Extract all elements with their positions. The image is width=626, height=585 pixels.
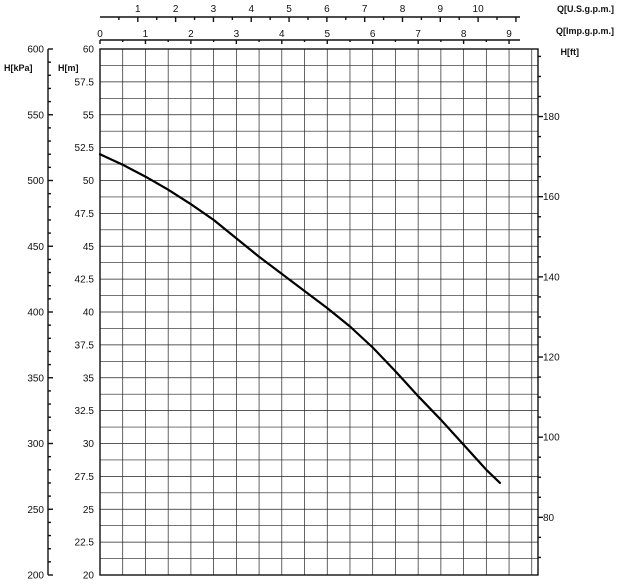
tick-label-h-m: 47.5	[75, 209, 95, 220]
tick-label-q-us: 5	[286, 4, 292, 15]
tick-label-h-kpa: 550	[27, 110, 44, 121]
axis-label-q-us: Q[U.S.g.p.m.]	[557, 4, 614, 14]
axis-label-h-kpa: H[kPa]	[4, 63, 33, 73]
tick-label-h-ft: 120	[543, 353, 560, 364]
tick-label-h-m: 25	[83, 505, 95, 516]
tick-label-q-us: 7	[362, 4, 368, 15]
tick-label-h-m: 32.5	[75, 406, 95, 417]
tick-label-h-m: 57.5	[75, 77, 95, 88]
tick-label-q-us: 2	[173, 4, 179, 15]
tick-label-q-us: 3	[211, 4, 217, 15]
tick-label-q-us: 9	[438, 4, 444, 15]
tick-label-h-m: 35	[83, 373, 95, 384]
tick-label-q-imp: 9	[506, 29, 512, 40]
tick-label-q-us: 6	[324, 4, 330, 15]
tick-label-h-kpa: 350	[27, 373, 44, 384]
plot-frame	[99, 48, 539, 576]
tick-label-h-kpa: 300	[27, 439, 44, 450]
axis-label-q-imp: Q[Imp.g.p.m.]	[556, 26, 614, 36]
tick-label-h-m: 52.5	[75, 143, 95, 154]
tick-label-q-imp: 3	[234, 29, 240, 40]
tick-label-h-kpa: 500	[27, 176, 44, 187]
tick-label-q-us: 4	[248, 4, 254, 15]
tick-label-q-us: 8	[400, 4, 406, 15]
tick-label-h-kpa: 200	[27, 571, 44, 582]
tick-label-q-imp: 8	[461, 29, 467, 40]
tick-label-h-ft: 160	[543, 192, 560, 203]
tick-label-h-m: 37.5	[75, 340, 95, 351]
tick-label-h-m: 20	[83, 571, 95, 582]
tick-label-h-m: 22.5	[75, 538, 95, 549]
tick-label-h-m: 55	[83, 110, 95, 121]
tick-label-h-m: 50	[83, 176, 95, 187]
axes: 1 2 3 4 5 6 7 8 9 100 1 2 3 4 5 6 7 8 92022.52527.53032.53…	[27, 4, 560, 582]
series	[98, 153, 502, 484]
tick-label-h-m: 42.5	[75, 275, 95, 286]
tick-label-h-kpa: 450	[27, 242, 44, 253]
axis-label-h-m: H[m]	[58, 63, 79, 73]
tick-label-h-kpa: 400	[27, 308, 44, 319]
tick-label-q-imp: 7	[415, 29, 421, 40]
tick-label-h-ft: 140	[543, 272, 560, 283]
tick-label-h-ft: 80	[543, 513, 555, 524]
tick-label-q-imp: 2	[188, 29, 194, 40]
tick-label-h-ft: 180	[543, 112, 560, 123]
tick-label-h-kpa: 250	[27, 505, 44, 516]
tick-label-q-imp: 6	[370, 29, 376, 40]
axis-label-h-ft: H[ft]	[561, 47, 580, 57]
axis-labels: Q[U.S.g.p.m.] Q[Imp.g.p.m.] H[ft] H[kPa]…	[4, 4, 614, 73]
tick-label-h-m: 30	[83, 439, 95, 450]
tick-label-q-us: 1	[135, 4, 141, 15]
tick-label-h-kpa: 600	[27, 45, 44, 56]
tick-label-q-imp: 5	[324, 29, 330, 40]
tick-label-q-imp: 0	[97, 29, 103, 40]
tick-label-h-m: 40	[83, 308, 95, 319]
grid	[99, 48, 539, 576]
series-line-pump-curve	[98, 153, 502, 484]
tick-label-h-m: 27.5	[75, 472, 95, 483]
tick-label-h-m: 45	[83, 242, 95, 253]
tick-label-q-imp: 4	[279, 29, 285, 40]
tick-label-h-m: 60	[83, 45, 95, 56]
tick-label-q-imp: 1	[143, 29, 149, 40]
tick-label-q-us: 10	[473, 4, 485, 15]
tick-label-h-ft: 100	[543, 433, 560, 444]
